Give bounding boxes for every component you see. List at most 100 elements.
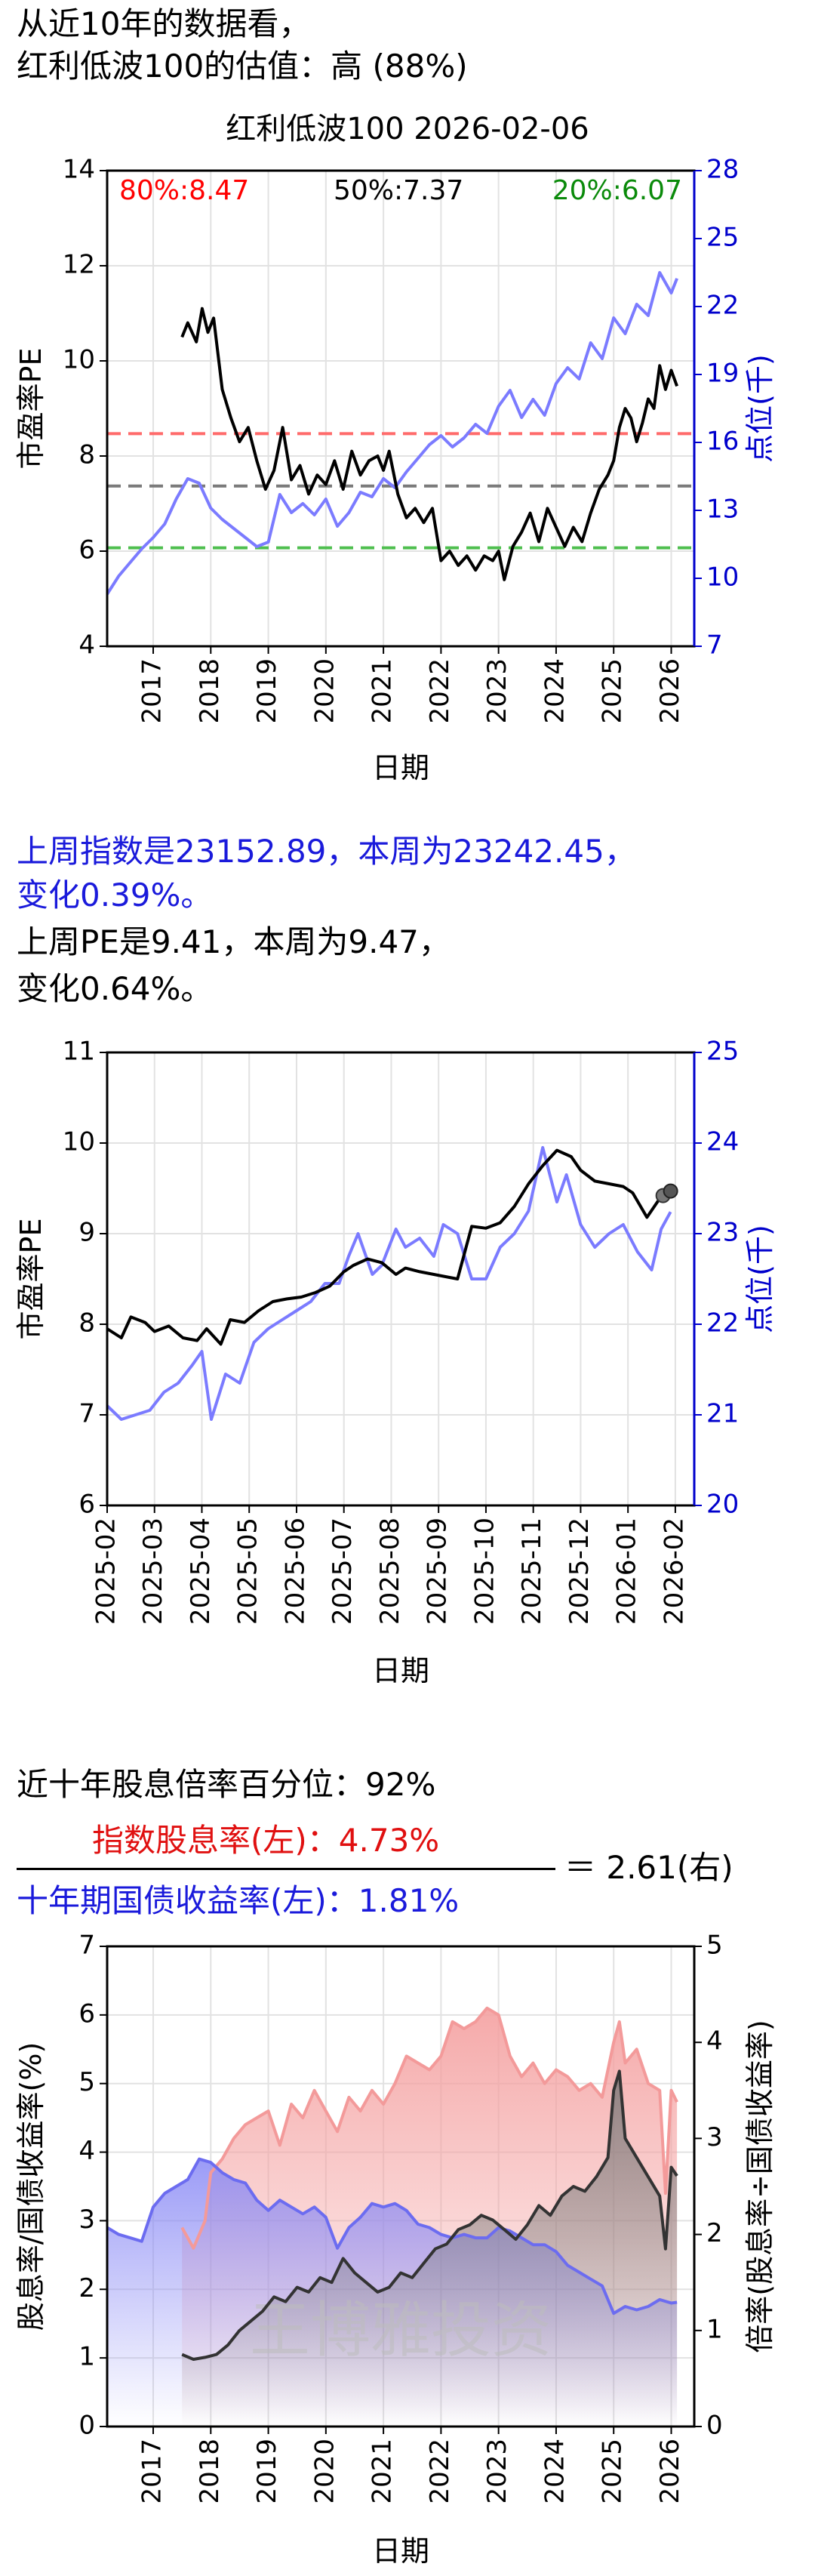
y-right-tick-label: 7	[706, 630, 723, 661]
y-tick-label: 1	[78, 2342, 95, 2372]
weekly-pe-change: 变化0.64%。	[17, 970, 213, 1007]
weekly-index-change: 变化0.39%。	[17, 877, 213, 914]
y-tick-label: 8	[78, 440, 95, 470]
x-tick-label: 2024	[540, 2439, 570, 2504]
x-tick-label: 2019	[252, 658, 282, 724]
y-right-tick-label: 22	[706, 1308, 739, 1339]
percentile-label: 20%:6.07	[552, 175, 682, 206]
y-tick-label: 7	[78, 1399, 95, 1429]
x-tick-label: 2017	[137, 658, 168, 724]
y-tick-label: 7	[78, 1930, 95, 1961]
y-axis-label: 市盈率PE	[14, 348, 48, 470]
x-tick-label: 2020	[309, 2439, 340, 2504]
x-tick-label: 2025-11	[517, 1518, 547, 1625]
y-right-tick-label: 3	[706, 2122, 723, 2152]
x-axis-label: 日期	[372, 751, 429, 784]
x-tick-label: 2023	[482, 2439, 512, 2504]
x-axis-label: 日期	[372, 2534, 429, 2568]
y-tick-label: 9	[78, 1218, 95, 1248]
y-tick-label: 14	[63, 155, 95, 185]
x-tick-label: 2021	[368, 658, 398, 724]
plot-frame	[106, 1051, 696, 1507]
dividend-ratio-chart: 2017 2018 2019 2020 2021 2022 2023 2024 2025 2026…	[14, 1930, 777, 2568]
x-tick-label: 2026	[655, 2439, 685, 2504]
chart-title: 红利低波100 2026-02-06	[226, 112, 589, 146]
y-right-tick-label: 5	[706, 1930, 723, 1961]
y-tick-label: 6	[78, 1490, 95, 1520]
y-right-tick-label: 19	[706, 359, 739, 389]
y-tick-label: 10	[63, 345, 95, 375]
y-right-tick-label: 2	[706, 2218, 723, 2248]
y-tick-label: 4	[78, 630, 95, 661]
bond-series-line	[106, 2157, 678, 2316]
y-right-tick-label: 10	[706, 562, 739, 593]
x-tick-label: 2025-08	[375, 1518, 405, 1625]
y-tick-label: 12	[63, 250, 95, 280]
index-series-line	[106, 271, 678, 596]
headline-line-1: 从近10年的数据看，	[17, 5, 311, 42]
y-right-tick-label: 24	[706, 1127, 739, 1157]
pe-series-line	[106, 1148, 672, 1346]
y-right-axis-label: 倍率(股息率÷国债收益率)	[743, 2020, 777, 2353]
x-tick-label: 2019	[252, 2439, 282, 2504]
y-tick-label: 6	[78, 535, 95, 565]
x-tick-label: 2023	[482, 658, 512, 724]
x-tick-label: 2025-06	[280, 1518, 310, 1625]
y-tick-label: 5	[78, 2067, 95, 2097]
y-right-tick-label: 28	[706, 155, 739, 185]
dividend-denominator-text: 十年期国债收益率(左)：1.81%	[17, 1882, 460, 1919]
x-tick-label: 2026	[655, 658, 685, 724]
x-tick-label: 2025	[598, 2439, 628, 2504]
x-tick-label: 2025-12	[564, 1518, 595, 1625]
x-tick-label: 2025-10	[469, 1518, 500, 1625]
percentile-label: 50%:7.37	[334, 175, 463, 206]
y-tick-label: 2	[78, 2273, 95, 2303]
pe-series-line	[180, 307, 678, 581]
dividend-percentile-text: 近十年股息倍率百分位：92%	[17, 1766, 436, 1803]
y-tick-label: 3	[78, 2205, 95, 2235]
weekly-index-text: 上周指数是23152.89，本周为23242.45，	[17, 833, 636, 870]
x-tick-label: 2025	[598, 658, 628, 724]
x-tick-label: 2025-04	[186, 1518, 216, 1625]
y-tick-label: 4	[78, 2136, 95, 2166]
x-tick-label: 2025-02	[91, 1518, 121, 1625]
x-tick-label: 2022	[425, 2439, 455, 2504]
ratio-series-line	[181, 2069, 678, 2361]
x-tick-label: 2025-07	[328, 1518, 358, 1625]
headline-line-2: 红利低波100的估值：高 (88%)	[17, 48, 468, 85]
y-tick-label: 8	[78, 1308, 95, 1339]
latest-point	[663, 1183, 678, 1199]
pe-index-1y-chart: 2025-02 2025-03 2025-04 2025-05 2025-06 2025-…	[14, 1037, 777, 1688]
y-tick-label: 6	[78, 1998, 95, 2029]
x-tick-label: 2022	[425, 658, 455, 724]
y-right-axis-label: 点位(千)	[743, 354, 777, 463]
ratio-area	[182, 2071, 678, 2427]
plot-frame	[106, 169, 696, 648]
x-tick-label: 2024	[540, 658, 570, 724]
y-tick-label: 0	[78, 2411, 95, 2441]
y-tick-label: 11	[63, 1037, 95, 1067]
y-right-tick-label: 16	[706, 427, 739, 457]
x-tick-label: 2018	[195, 2439, 225, 2504]
y-right-tick-label: 1	[706, 2314, 723, 2344]
y-axis-label: 市盈率PE	[14, 1219, 48, 1340]
y-axis-label: 股息率/国债收益率(%)	[14, 2042, 48, 2331]
y-right-tick-label: 13	[706, 495, 739, 525]
y-right-axis-label: 点位(千)	[743, 1225, 777, 1333]
x-tick-label: 2018	[195, 658, 225, 724]
watermark: 王博雅投资	[250, 2295, 552, 2365]
y-right-tick-label: 21	[706, 1399, 739, 1429]
fraction-bar	[17, 1868, 555, 1870]
x-tick-label: 2020	[309, 658, 340, 724]
y-right-tick-label: 20	[706, 1490, 739, 1520]
x-tick-label: 2025-03	[138, 1518, 168, 1625]
y-right-tick-label: 0	[706, 2411, 723, 2441]
x-tick-label: 2025-05	[233, 1518, 263, 1625]
x-tick-label: 2021	[368, 2439, 398, 2504]
x-tick-label: 2026-01	[612, 1518, 642, 1625]
percentile-label: 80%:8.47	[119, 175, 249, 206]
x-tick-label: 2017	[137, 2439, 168, 2504]
weekly-pe-text: 上周PE是9.41，本周为9.47，	[17, 923, 451, 960]
plot-frame	[106, 1945, 696, 2428]
y-right-tick-label: 22	[706, 291, 739, 321]
